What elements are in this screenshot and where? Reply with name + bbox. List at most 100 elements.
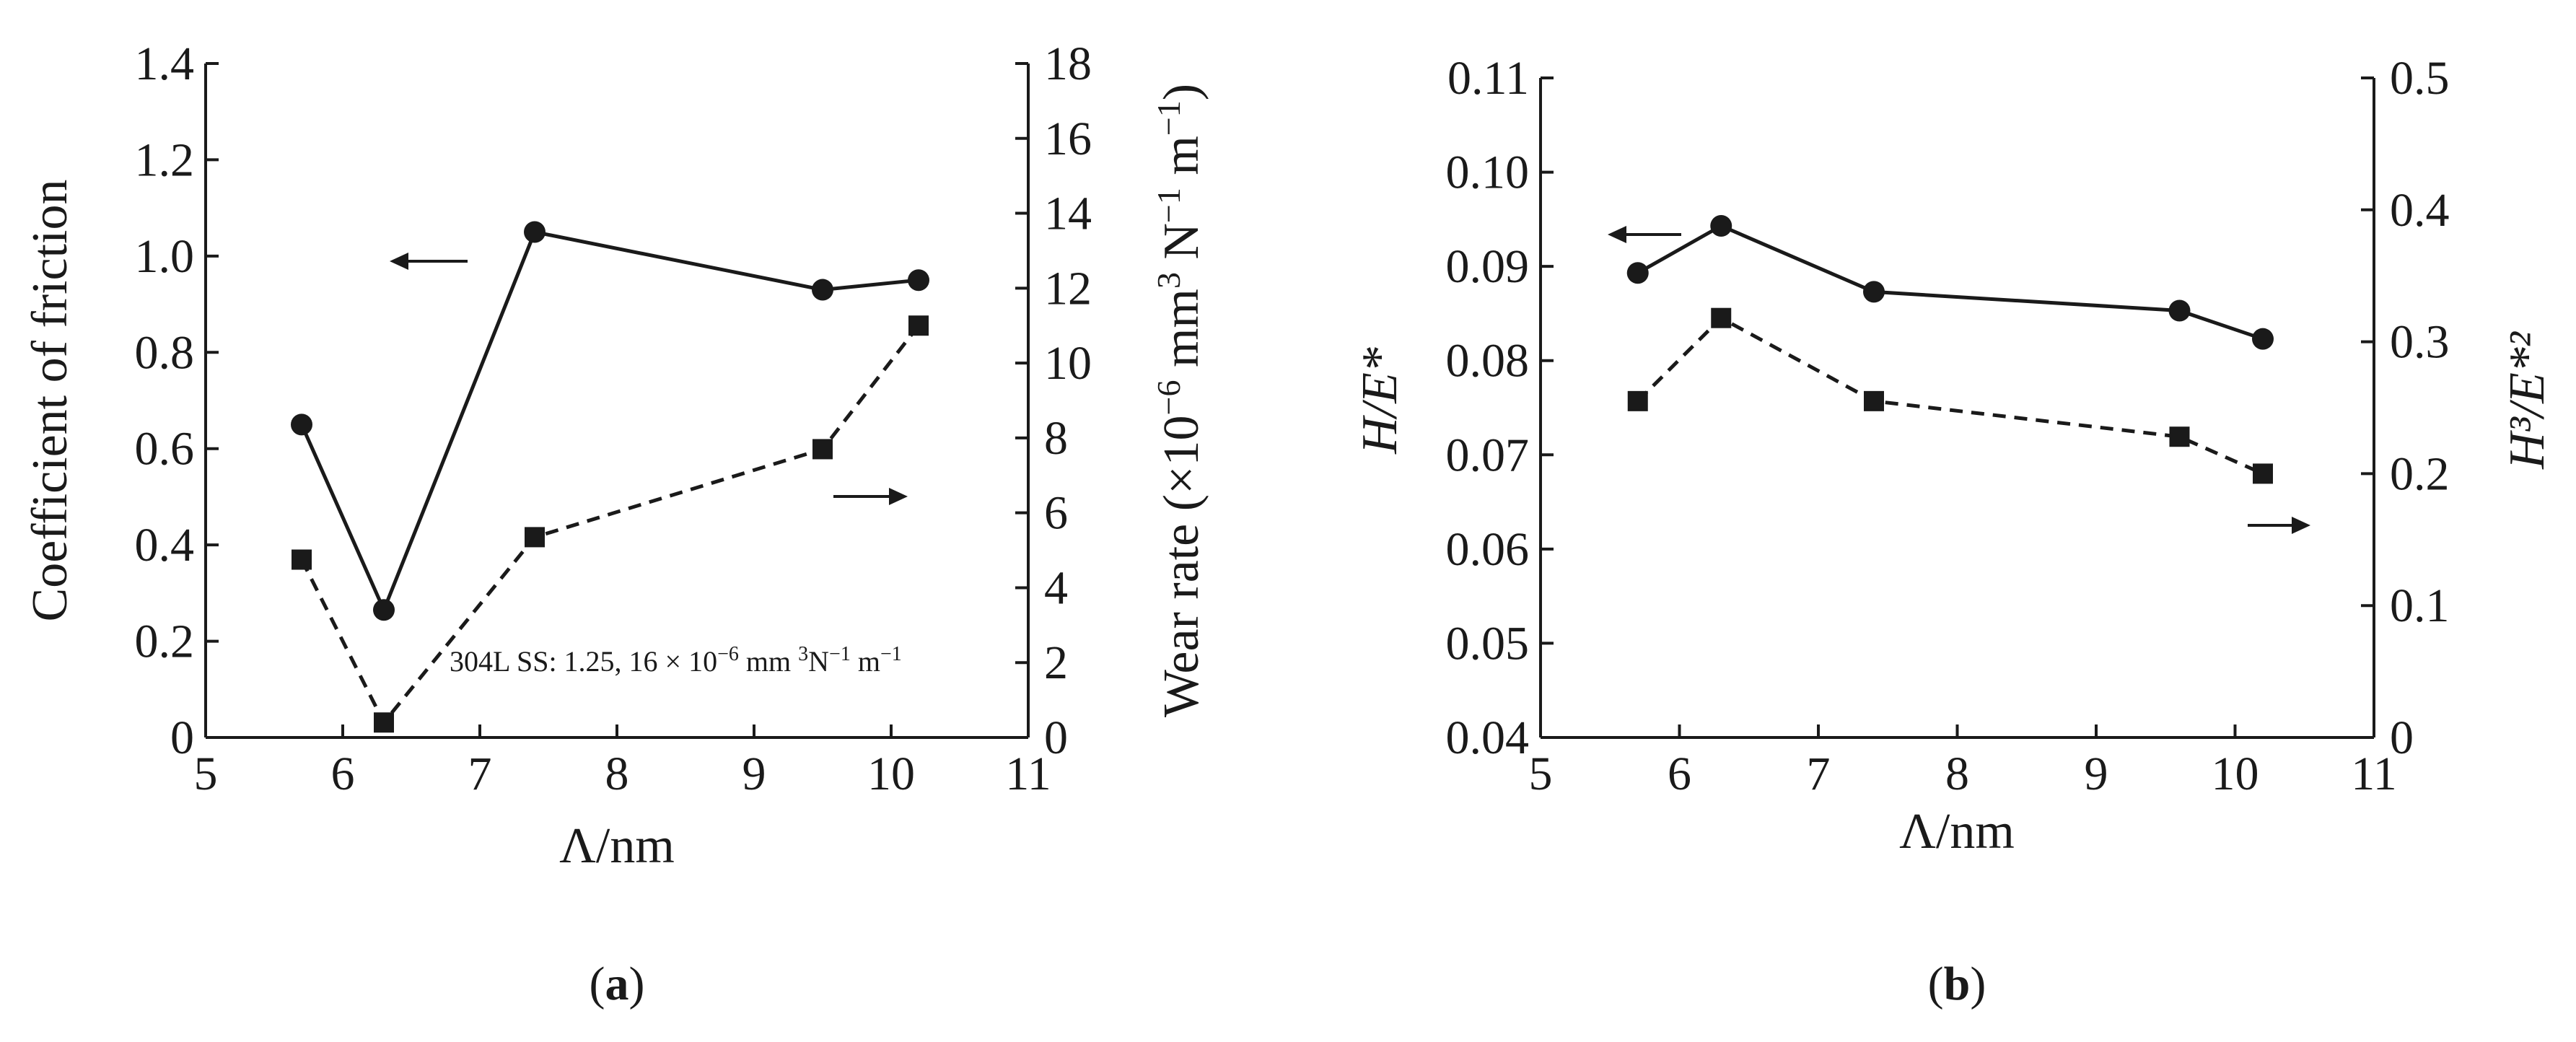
chart-a-series: [291, 221, 929, 733]
chart-a-right-arrow-icon: [833, 488, 908, 505]
chart-a-right-tick-label: 2: [1044, 636, 1068, 689]
chart-a-right-title-mid: mm: [1154, 289, 1209, 380]
chart-b-right-arrow-icon: [2248, 517, 2310, 534]
chart-a-right-tick-label: 6: [1044, 487, 1068, 540]
chart-b-x-tick-label: 6: [1668, 748, 1691, 800]
chart-a-right-title-sup2: 3: [1150, 272, 1187, 289]
chart-a-right-title-mid3: m: [1154, 136, 1209, 188]
chart-a-x-tick-label: 10: [867, 748, 915, 800]
chart-a-annotation-mid: mm: [739, 645, 798, 678]
chart-b-left-arrow-icon: [1608, 226, 1681, 243]
chart-b-series-1-point: [1627, 390, 1648, 411]
chart-a-annotation: 304L SS: 1.25, 16 × 10−6 mm 3N−1 m−1: [450, 643, 902, 678]
chart-b-series-1-line: [1636, 315, 2264, 476]
chart-b-series-1-point: [2169, 426, 2190, 447]
chart-b-series-0-point: [2168, 299, 2191, 322]
chart-a-left-arrow-icon: [390, 253, 468, 270]
chart-b-left-tick-label: 0.07: [1446, 429, 1530, 481]
chart-a-left-tick-label: 1.4: [135, 38, 195, 90]
chart-a-right-title-sup1: −6: [1150, 380, 1187, 416]
chart-a-left-tick-label: 1.0: [135, 230, 195, 283]
chart-a-right-tick-label: 12: [1044, 262, 1092, 315]
chart-a-right-tick-label: 18: [1044, 38, 1092, 90]
chart-a-series-1-point: [908, 315, 929, 336]
chart-b-x-tick-label: 7: [1807, 748, 1831, 800]
chart-b-left-tick-label: 0.06: [1446, 523, 1530, 576]
chart-a-panel-label-letter: a: [605, 958, 629, 1010]
chart-a-x-tick-label: 6: [331, 748, 355, 800]
chart-b: 5 6 7 8 9 10 11 0.040.050.060.070.080.090.100.…: [1352, 52, 2555, 1010]
chart-b-x-axis-title: Λ/nm: [1899, 804, 2015, 859]
chart-b-x-ticks: 5 6 7 8 9 10 11: [1529, 724, 2397, 800]
chart-a-series-0-point: [373, 599, 395, 621]
chart-b-axes: [1539, 78, 2375, 739]
chart-a: 5 6 7 8 9 10 11 0 0.2 0.4 0.6 0.8 1.0 1.2 1.4 0 2 4 6 8 10…: [22, 38, 1209, 1010]
chart-b-left-tick-label: 0.11: [1447, 52, 1529, 105]
chart-b-x-tick-label: 11: [2351, 748, 2397, 800]
chart-a-left-tick-label: 0.6: [135, 423, 195, 476]
chart-a-annotation-sup4: −1: [880, 643, 902, 665]
chart-b-left-tick-label: 0.08: [1446, 335, 1530, 388]
chart-a-annotation-sup2: 3: [798, 643, 808, 665]
chart-a-right-tick-label: 0: [1044, 712, 1068, 764]
chart-a-left-tick-label: 0.4: [135, 519, 195, 572]
chart-a-right-tick-label: 14: [1044, 188, 1092, 240]
chart-b-right-tick-label: 0: [2390, 712, 2414, 764]
chart-b-right-tick-label: 0.2: [2390, 447, 2450, 500]
chart-b-series-1-point: [1864, 390, 1884, 411]
chart-a-right-title-end: ): [1154, 84, 1209, 100]
chart-b-x-tick-label: 8: [1945, 748, 1969, 800]
chart-a-series-1-point: [525, 527, 545, 548]
chart-a-annotation-sup1: −6: [717, 643, 739, 665]
chart-a-annotation-sup3: −1: [829, 643, 851, 665]
chart-a-right-axis-title: Wear rate (×10−6 mm3 N−1 m−1): [1150, 84, 1210, 717]
chart-a-series-1-point: [292, 549, 312, 570]
chart-b-x-tick-label: 5: [1529, 748, 1553, 800]
chart-a-right-tick-label: 16: [1044, 113, 1092, 165]
chart-b-series-0-point: [2252, 328, 2274, 350]
chart-a-right-title-sup4: −1: [1150, 100, 1187, 136]
chart-a-left-axis-title: Coefficient of friction: [22, 180, 78, 622]
chart-b-series-1-point: [1711, 307, 1732, 328]
chart-a-right-title-mid2: N: [1154, 223, 1209, 272]
chart-a-annotation-main: 304L SS: 1.25, 16 × 10: [450, 645, 717, 678]
chart-b-series-0-line: [1637, 224, 2264, 341]
chart-b-left-ticks: 0.04 0.05 0.06 0.07 0.08 0.09 0.10 0.11: [1446, 52, 1554, 764]
chart-b-right-axis-title: H³/E*²: [2500, 331, 2555, 470]
chart-b-left-tick-label: 0.09: [1446, 240, 1530, 293]
chart-a-series-1-point: [812, 439, 833, 460]
chart-a-x-tick-label: 8: [605, 748, 629, 800]
chart-b-panel-label-letter: b: [1944, 958, 1971, 1010]
chart-b-left-tick-label: 0.04: [1446, 712, 1530, 764]
chart-a-right-tick-label: 10: [1044, 337, 1092, 390]
chart-a-right-title-sup3: −1: [1150, 188, 1187, 223]
chart-a-right-title-main: Wear rate (×10: [1154, 415, 1209, 717]
chart-b-x-tick-label: 9: [2085, 748, 2108, 800]
chart-a-left-tick-label: 0.8: [135, 326, 195, 379]
chart-a-left-tick-label: 0: [170, 712, 194, 764]
chart-a-left-ticks: 0 0.2 0.4 0.6 0.8 1.0 1.2 1.4: [135, 38, 219, 764]
chart-a-x-tick-label: 11: [1005, 748, 1051, 800]
chart-a-series-0-point: [812, 279, 833, 301]
chart-b-series-0-point: [1626, 262, 1649, 284]
chart-a-x-tick-label: 5: [194, 748, 218, 800]
chart-a-series-0-point: [908, 269, 929, 292]
chart-b-right-tick-label: 0.4: [2390, 184, 2450, 237]
chart-b-right-tick-label: 0.5: [2390, 52, 2450, 105]
chart-a-x-tick-label: 7: [468, 748, 492, 800]
chart-b-left-axis-title: H/E*: [1352, 347, 1408, 455]
chart-b-series-0-point: [1710, 214, 1732, 237]
chart-a-series-0-point: [291, 413, 312, 436]
chart-a-annotation-mid2: N: [808, 645, 829, 678]
chart-b-left-tick-label: 0.05: [1446, 617, 1530, 670]
chart-a-left-tick-label: 0.2: [135, 616, 195, 668]
chart-a-right-tick-label: 8: [1044, 412, 1068, 465]
chart-a-series-0-point: [524, 221, 546, 243]
chart-a-x-tick-label: 9: [742, 748, 766, 800]
chart-a-x-ticks: 5 6 7 8 9 10 11: [194, 724, 1051, 800]
chart-b-panel-label: (b): [1928, 958, 1986, 1010]
chart-b-series: [1626, 214, 2274, 484]
chart-a-series-1-point: [374, 712, 394, 733]
chart-a-panel-label: (a): [590, 958, 645, 1010]
